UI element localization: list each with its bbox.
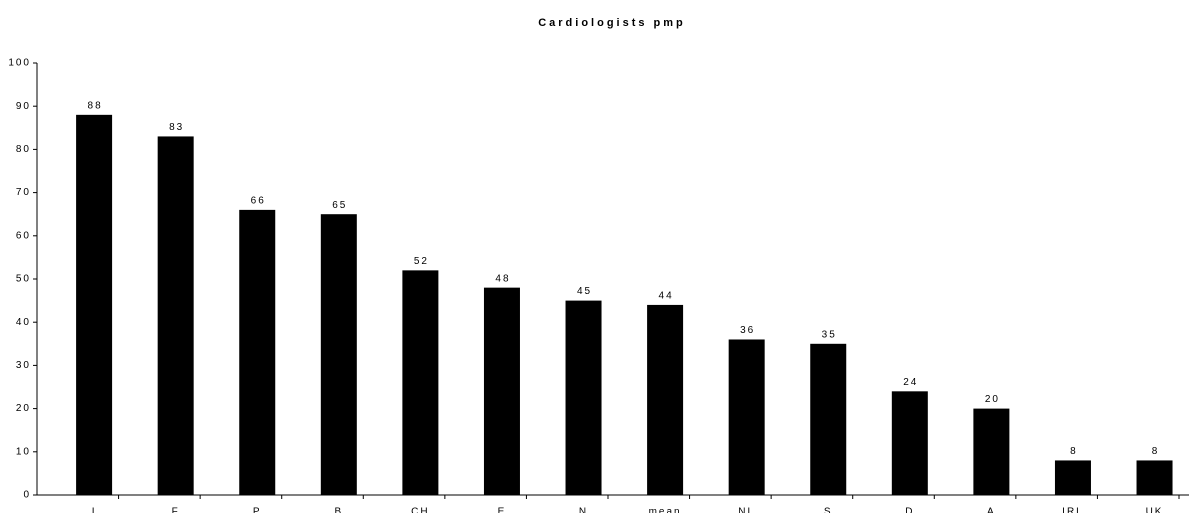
bar (1054, 460, 1091, 495)
y-tick-label: 0 (23, 490, 31, 501)
data-label: 83 (169, 122, 184, 133)
data-label: 20 (985, 394, 1000, 405)
x-tick-label: F (172, 507, 180, 513)
x-tick-label: mean (649, 507, 682, 513)
bar (402, 270, 439, 495)
x-tick-label: E (498, 507, 507, 513)
bar (565, 300, 602, 495)
y-tick-label: 100 (8, 58, 31, 69)
chart-title: Cardiologists pmp (538, 17, 686, 29)
y-tick-label: 30 (16, 360, 31, 371)
bar (647, 304, 684, 495)
y-tick-label: 10 (16, 446, 31, 457)
x-tick-label: N (579, 507, 588, 513)
x-tick-label: CH (411, 507, 429, 513)
y-tick-label: 60 (16, 230, 31, 241)
data-label: 65 (332, 200, 347, 211)
data-label: 8 (1152, 446, 1160, 457)
bar (810, 343, 847, 495)
bar (483, 287, 520, 495)
y-tick-label: 80 (16, 144, 31, 155)
bar (891, 391, 928, 495)
x-tick-label: P (253, 507, 262, 513)
data-label: 45 (577, 286, 592, 297)
data-label: 36 (740, 325, 755, 336)
bar (76, 114, 113, 495)
data-label: 52 (414, 256, 429, 267)
y-tick-label: 20 (16, 403, 31, 414)
x-tick-label: A (987, 507, 996, 513)
y-tick-label: 70 (16, 187, 31, 198)
x-tick-label: D (905, 507, 914, 513)
bar (320, 214, 357, 495)
x-tick-label: I (92, 507, 97, 513)
x-tick-label: IRL (1062, 507, 1084, 513)
bar (1136, 460, 1173, 495)
y-tick-label: 50 (16, 274, 31, 285)
x-tick-label: NL (738, 507, 755, 513)
bar (973, 408, 1010, 495)
y-tick-label: 90 (16, 101, 31, 112)
bar (239, 209, 276, 495)
data-label: 35 (822, 329, 837, 340)
data-label: 48 (495, 273, 510, 284)
bar (157, 136, 194, 495)
data-label: 8 (1070, 446, 1078, 457)
x-tick-label: S (824, 507, 833, 513)
bar (728, 339, 765, 495)
x-tick-label: UK (1146, 507, 1164, 513)
data-label: 44 (659, 291, 674, 302)
data-label: 66 (251, 196, 266, 207)
x-tick-label: B (334, 507, 343, 513)
data-label: 88 (88, 100, 103, 111)
data-label: 24 (903, 377, 918, 388)
y-tick-label: 40 (16, 317, 31, 328)
